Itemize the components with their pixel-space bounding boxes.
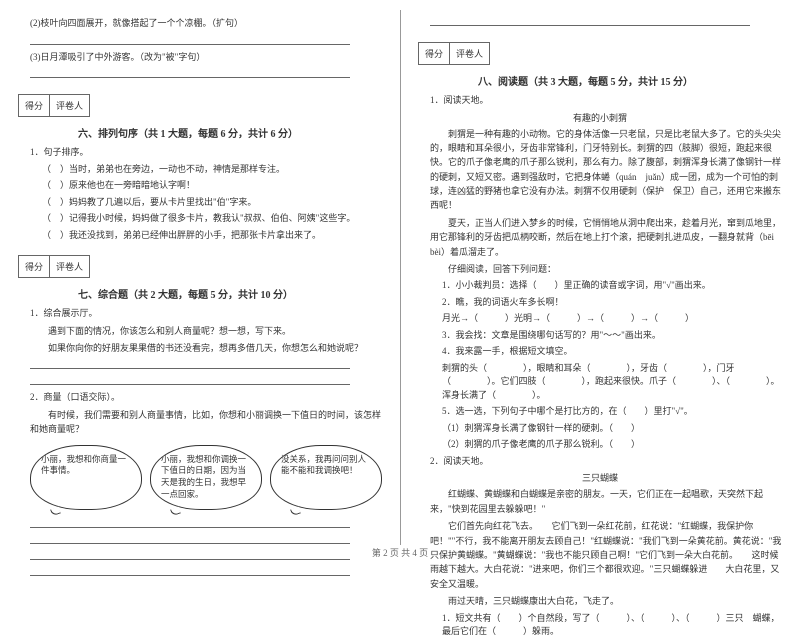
r2-q: 1．短文共有（ ）个自然段，写了（ ）、（ ）、（ ）三只 蝴蝶，最后它们在（ … — [442, 612, 782, 639]
r1-q1: 1．小小裁判员：选择（ ）里正确的读音或字词，用"√"画出来。 — [442, 279, 782, 293]
bubble-1: 小丽，我想和你商量一件事情。 — [30, 445, 142, 511]
question-3: (3)日月潭吸引了中外游客。（改为"被"字句） — [30, 51, 382, 65]
comp2-head: 2．商量（口语交际）。 — [30, 391, 382, 405]
grader-label: 评卷人 — [450, 43, 489, 64]
r1-title: 有趣的小刺猬 — [418, 111, 782, 124]
speech-bubbles: 小丽，我想和你商量一件事情。 小丽，我想和你调换一下值日的日期，因为当天是我的生… — [30, 445, 382, 511]
comp2-p1: 有时候，我们需要和别人商量事情，比如，你想和小丽调换一下值日的时间，该怎样和她商… — [30, 408, 382, 437]
r1-q4a: 刺猬的头（ ），眼睛和耳朵（ ），牙齿（ ），门牙（ ）。它们四肢（ ），跑起来… — [442, 362, 782, 403]
score-box: 得分 评卷人 — [18, 255, 90, 278]
r2-p1: 红蝴蝶、黄蝴蝶和白蝴蝶是亲密的朋友。一天，它们正在一起唱歌，天突然下起来，"快到… — [430, 487, 782, 516]
seq-item: （ ）原来他也在一旁暗暗地认字啊！ — [42, 179, 382, 193]
comp1-p2: 如果你向你的好朋友果果借的书还没看完，想再多借几天，你想怎么和她说呢？ — [30, 341, 382, 355]
comp1-head: 1．综合展示厅。 — [30, 307, 382, 321]
r1-q5: 5．选一选，下列句子中哪个是打比方的，在（ ）里打"√"。 — [442, 405, 782, 419]
r1-q2b: 月光→（ ）光明→（ ）→（ ）→（ ） — [442, 312, 782, 326]
score-box: 得分 评卷人 — [418, 42, 490, 65]
bubble-3: 没关系，我再问问别人能不能和我调换吧！ — [270, 445, 382, 511]
score-box: 得分 评卷人 — [18, 94, 90, 117]
score-label: 得分 — [19, 256, 50, 277]
seq-item: （ ）记得我小时候，妈妈做了很多卡片，教我认"叔叔、伯伯、阿姨"这些字。 — [42, 212, 382, 226]
score-label: 得分 — [419, 43, 450, 64]
comp1-p1: 遇到下面的情况，你该怎么和别人商量呢？想一想，写下来。 — [30, 324, 382, 338]
seq-item: （ ）当时，弟弟也在旁边，一动也不动，神情是那样专注。 — [42, 163, 382, 177]
page-footer: 第 2 页 共 4 页 — [0, 546, 800, 559]
answer-blank — [30, 35, 350, 45]
r2-title: 三只蝴蝶 — [418, 471, 782, 484]
r2-p3: 雨过天晴，三只蝴蝶康出大白花，飞走了。 — [430, 594, 782, 608]
bubble-2: 小丽，我想和你调换一下值日的日期，因为当天是我的生日，我想早一点回家。 — [150, 445, 262, 511]
r1-q4: 4．我来露一手，根据短文填空。 — [442, 345, 782, 359]
left-column: (2)枝叶向四面展开，就像搭起了一个个凉棚。（扩句） (3)日月潭吸引了中外游客… — [0, 0, 400, 565]
seq-intro: 1．句子排序。 — [30, 146, 382, 160]
r1-q5b: （2）刺猬的爪子像老鹰的爪子那么锐利。（ ） — [442, 438, 782, 452]
answer-blank — [30, 359, 350, 369]
section-8-title: 八、阅读题（共 3 大题，每题 5 分，共计 15 分） — [478, 73, 782, 88]
answer-blank — [30, 68, 350, 78]
r1-p1: 刺猬是一种有趣的小动物。它的身体活像一只老鼠，只是比老鼠大多了。它的头尖尖的，眼… — [430, 127, 782, 213]
answer-blank — [30, 375, 350, 385]
answer-blank — [430, 16, 750, 26]
r1-p2: 夏天，正当人们进入梦乡的时候，它悄悄地从洞中爬出来，趁着月光，窜到瓜地里，用它那… — [430, 216, 782, 259]
r1-q-intro: 仔细阅读，回答下列问题： — [430, 262, 782, 276]
grader-label: 评卷人 — [50, 95, 89, 116]
r1-q3: 3．我会找：文章是围绕哪句话写的？用"～～"画出来。 — [442, 329, 782, 343]
section-6-title: 六、排列句序（共 1 大题，每题 6 分，共计 6 分） — [78, 125, 382, 140]
r2-head: 2．阅读天地。 — [430, 455, 782, 469]
seq-item: （ ）妈妈教了几遍以后，要从卡片里找出"伯"字来。 — [42, 196, 382, 210]
section-7-title: 七、综合题（共 2 大题，每题 5 分，共计 10 分） — [78, 286, 382, 301]
score-label: 得分 — [19, 95, 50, 116]
r1-q5a: （1）刺猬浑身长满了像钢针一样的硬刺。（ ） — [442, 422, 782, 436]
r1-q2a: 2．瞧，我的词语火车多长啊！ — [442, 296, 782, 310]
question-2: (2)枝叶向四面展开，就像搭起了一个个凉棚。（扩句） — [30, 17, 382, 31]
answer-blank — [30, 566, 350, 576]
answer-blank — [30, 518, 350, 528]
r1-head: 1．阅读天地。 — [430, 94, 782, 108]
grader-label: 评卷人 — [50, 256, 89, 277]
answer-blank — [30, 534, 350, 544]
seq-item: （ ）我还没找到，弟弟已经伸出胖胖的小手，把那张卡片拿出来了。 — [42, 229, 382, 243]
right-column: 得分 评卷人 八、阅读题（共 3 大题，每题 5 分，共计 15 分） 1．阅读… — [400, 0, 800, 565]
